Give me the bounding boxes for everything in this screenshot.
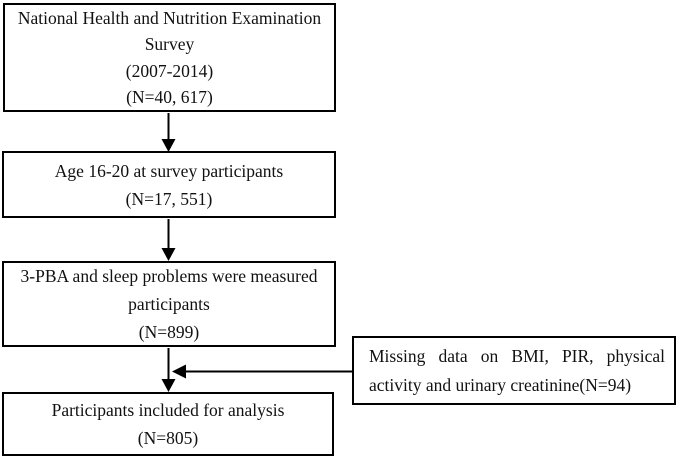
box-text-line: (2007-2014) bbox=[125, 60, 214, 81]
box-age-filter: Age 16-20 at survey participants (N=17, … bbox=[2, 151, 336, 218]
box-text-line: (N=805) bbox=[137, 428, 199, 448]
arrow-down-3 bbox=[161, 348, 176, 392]
box-text-line: (N=17, 551) bbox=[125, 188, 213, 209]
box-measured-participants: 3-PBA and sleep problems were measured p… bbox=[2, 261, 336, 347]
box-missing-data-exclusion: Missing data on BMI, PIR, physical activ… bbox=[352, 336, 676, 405]
box-text-line: (N=899) bbox=[138, 322, 200, 342]
box-text-line: Age 16-20 at survey participants bbox=[54, 160, 284, 181]
box-text-line: Survey bbox=[144, 34, 195, 54]
box-text-line: activity and urinary creatinine(N=94) bbox=[369, 374, 632, 395]
arrow-left-exclusion bbox=[172, 364, 352, 379]
box-text-line: National Health and Nutrition Examinatio… bbox=[17, 7, 322, 28]
box-text-line: (N=40, 617) bbox=[126, 87, 213, 107]
box-final-analysis: Participants included for analysis (N=80… bbox=[2, 392, 334, 456]
arrow-down-2 bbox=[161, 219, 176, 261]
box-text-line: participants bbox=[128, 294, 210, 314]
box-nhanes-survey: National Health and Nutrition Examinatio… bbox=[3, 3, 336, 112]
box-text-line: 3-PBA and sleep problems were measured bbox=[20, 266, 318, 286]
arrow-down-1 bbox=[161, 113, 176, 152]
box-text-line: Missing data on BMI, PIR, physical bbox=[369, 346, 665, 366]
box-text-line: Participants included for analysis bbox=[51, 400, 285, 420]
